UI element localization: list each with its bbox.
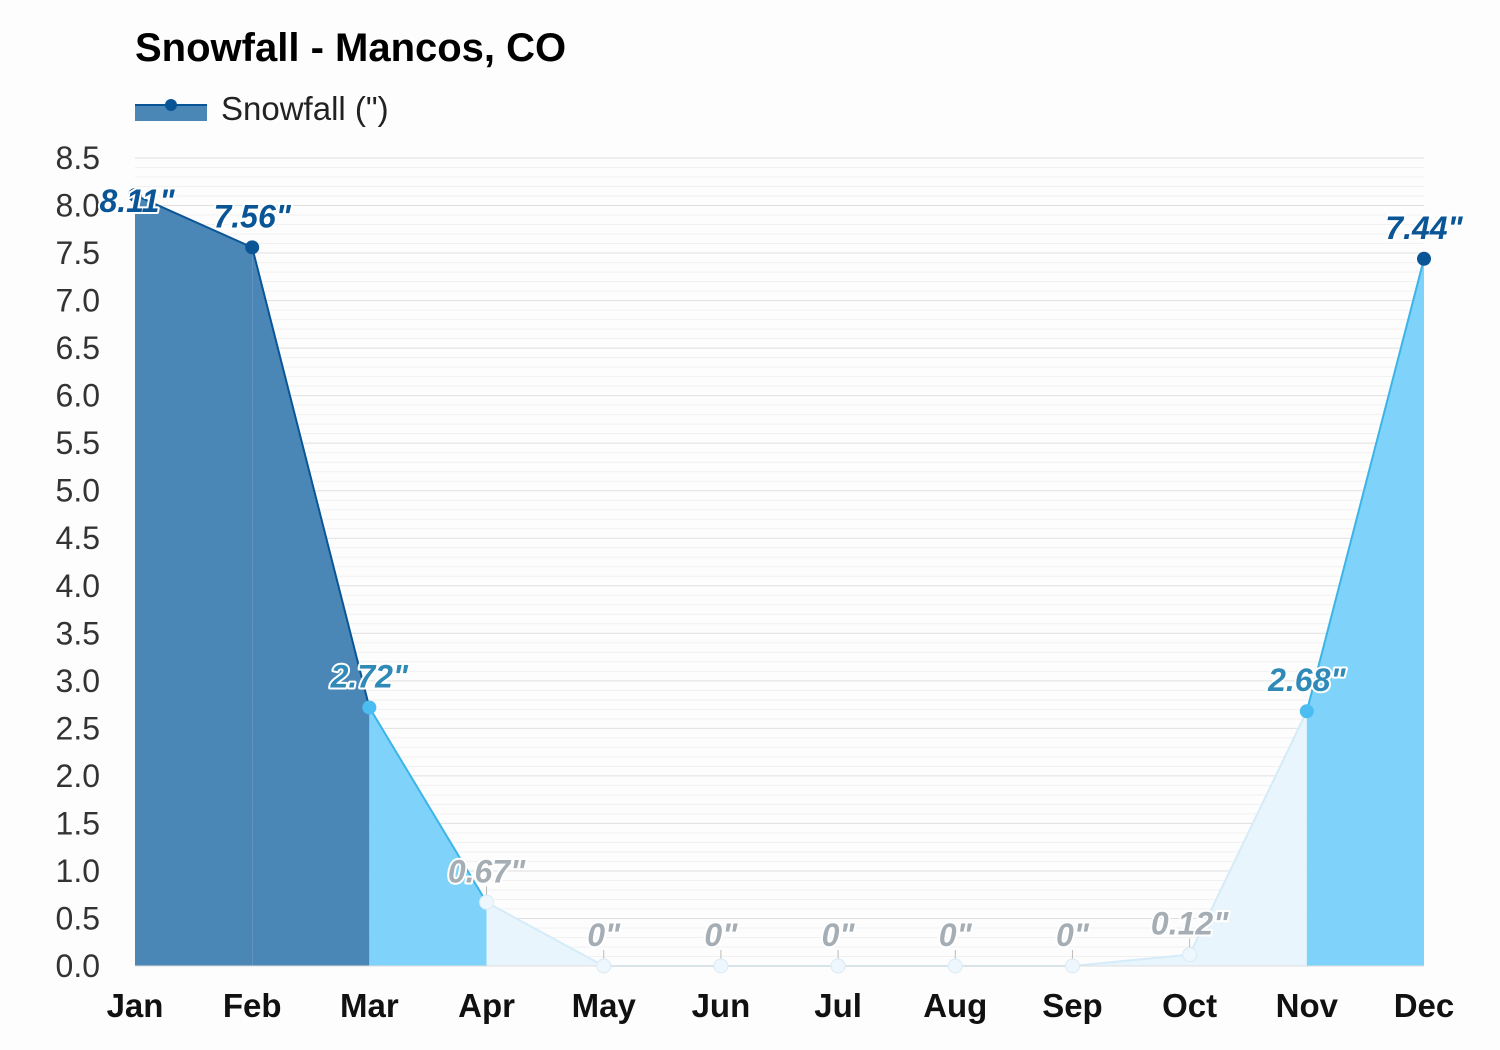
chart-title: Snowfall - Mancos, CO — [135, 26, 567, 70]
data-label: 0" — [587, 917, 621, 953]
series-line — [486, 901, 605, 967]
y-tick-label: 7.0 — [56, 283, 100, 319]
data-point — [713, 958, 729, 974]
data-point — [1182, 947, 1198, 963]
y-tick-label: 4.5 — [56, 520, 100, 556]
data-label: 2.72" — [330, 658, 409, 694]
x-tick-label: Mar — [340, 987, 399, 1024]
series-line — [134, 194, 253, 249]
data-point — [947, 958, 963, 974]
data-point — [245, 240, 260, 255]
data-point — [1064, 958, 1080, 974]
area-segment — [1189, 711, 1307, 966]
data-point — [362, 700, 377, 715]
data-label: 8.11" — [99, 183, 175, 219]
y-tick-label: 3.0 — [56, 663, 100, 699]
y-tick-label: 6.5 — [56, 330, 100, 366]
legend-swatch-icon — [135, 97, 207, 121]
area-segment — [1306, 258, 1424, 967]
area-segment — [252, 247, 370, 967]
y-tick-label: 0.5 — [56, 900, 100, 936]
legend-label: Snowfall (") — [221, 90, 389, 127]
series-line — [368, 706, 488, 903]
x-tick-label: Jul — [814, 987, 862, 1024]
x-tick-label: Apr — [458, 987, 515, 1024]
x-tick-label: Oct — [1162, 987, 1217, 1024]
y-tick-label: 7.5 — [56, 235, 100, 271]
y-tick-label: 1.5 — [56, 805, 100, 841]
series-line — [1072, 953, 1190, 967]
y-tick-label: 5.0 — [56, 473, 100, 509]
data-point — [1417, 251, 1431, 266]
series-line — [1305, 258, 1425, 712]
y-tick-label: 0.0 — [56, 948, 100, 984]
area-segment — [135, 195, 253, 966]
y-tick-label: 8.5 — [56, 140, 100, 176]
x-tick-label: Dec — [1394, 987, 1455, 1024]
data-point — [1299, 704, 1314, 719]
data-point — [479, 894, 495, 910]
data-label: 2.68" — [1267, 662, 1346, 698]
series-line — [1188, 710, 1308, 956]
y-tick-label: 5.5 — [56, 425, 100, 461]
data-label: 7.44" — [1385, 210, 1463, 246]
legend[interactable]: Snowfall (") — [135, 90, 389, 128]
x-tick-label: Sep — [1042, 987, 1103, 1024]
data-label: 0.12" — [1151, 906, 1229, 942]
y-tick-label: 2.5 — [56, 710, 100, 746]
x-tick-label: Jan — [107, 987, 164, 1024]
x-tick-label: Aug — [923, 987, 987, 1024]
data-label: 0.67" — [448, 853, 526, 889]
data-label: 7.56" — [213, 198, 291, 234]
y-tick-label: 4.0 — [56, 568, 100, 604]
x-tick-label: May — [572, 987, 637, 1024]
data-point — [128, 188, 142, 203]
series-line — [251, 247, 371, 708]
x-tick-label: Nov — [1276, 987, 1339, 1024]
y-tick-label: 3.5 — [56, 615, 100, 651]
y-tick-label: 6.0 — [56, 378, 100, 414]
data-point — [596, 958, 612, 974]
area-segment — [369, 707, 487, 966]
x-tick-label: Jun — [692, 987, 751, 1024]
data-label: 0" — [1056, 917, 1090, 953]
x-tick-label: Feb — [223, 987, 282, 1024]
y-tick-label: 8.0 — [56, 188, 100, 224]
y-tick-label: 1.0 — [56, 853, 100, 889]
y-tick-label: 2.0 — [56, 758, 100, 794]
data-label: 0" — [939, 917, 973, 953]
data-label: 0" — [704, 917, 738, 953]
data-point — [830, 958, 846, 974]
data-label: 0" — [822, 917, 856, 953]
